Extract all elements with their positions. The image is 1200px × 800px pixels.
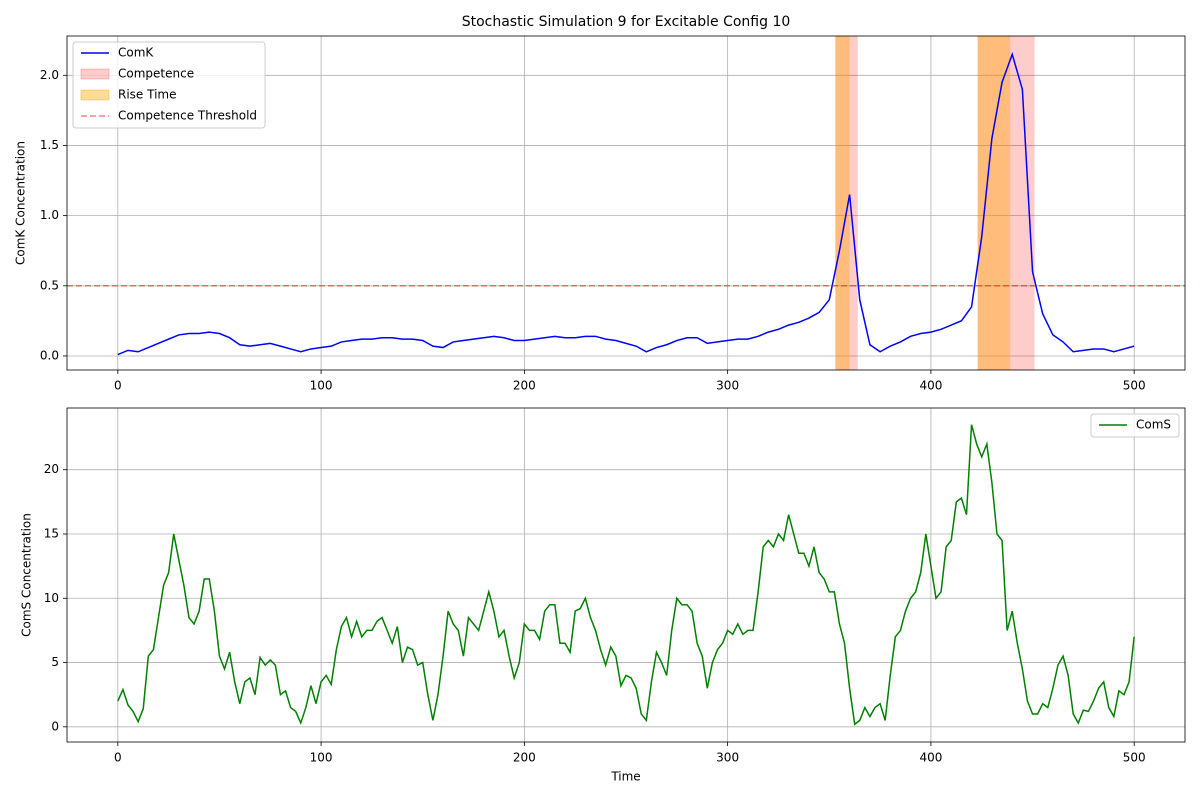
legend-box xyxy=(72,41,266,129)
data-line xyxy=(117,424,1135,726)
x-tick-label: 300 xyxy=(716,379,739,393)
span xyxy=(977,36,1011,370)
axes: 0 100 200 300 400 500 0.0 0.5 1.0 1.5 2.0 ComK Compe… xyxy=(40,35,1186,393)
legend-swatch xyxy=(80,89,110,101)
x-tick-label: 200 xyxy=(513,751,536,765)
y-tick-label: 5 xyxy=(51,655,59,669)
chart-title: Stochastic Simulation 9 for Excitable Co… xyxy=(462,14,791,30)
axes-frame xyxy=(66,35,1186,371)
span xyxy=(977,36,1035,370)
y-tick-label: 10 xyxy=(44,591,59,605)
x-tick-label: 0 xyxy=(114,751,122,765)
x-tick-label: 200 xyxy=(513,379,536,393)
legend: ComS xyxy=(1090,413,1180,438)
y-tick-label: 0.5 xyxy=(40,278,59,292)
data-line xyxy=(117,51,1135,356)
x-tick-label: 0 xyxy=(114,379,122,393)
x-tick-label: 400 xyxy=(919,379,942,393)
x-axis-label: Time xyxy=(610,770,640,784)
legend: ComK Competence Rise Time Competence Thresh… xyxy=(72,41,266,129)
axes-frame xyxy=(66,407,1186,743)
legend-swatch xyxy=(80,68,110,80)
y-axis-label: ComK Concentration xyxy=(14,141,28,265)
y-tick-label: 1.0 xyxy=(40,208,59,222)
y-axis-label: ComS Concentration xyxy=(20,513,34,637)
axes: 0 100 200 300 400 500 0 5 10 15 20 ComS xyxy=(44,407,1186,765)
y-tick-label: 1.5 xyxy=(40,138,59,152)
x-tick-label: 500 xyxy=(1123,379,1146,393)
y-tick-label: 15 xyxy=(44,526,59,540)
x-tick-label: 400 xyxy=(919,751,942,765)
x-tick-label: 100 xyxy=(310,379,333,393)
y-tick-label: 2.0 xyxy=(40,68,59,82)
legend-label: Competence Threshold xyxy=(118,109,257,123)
legend-label: Rise Time xyxy=(118,88,177,102)
legend-label: Competence xyxy=(118,67,194,81)
legend-box xyxy=(1090,413,1180,438)
x-tick-label: 300 xyxy=(716,751,739,765)
x-tick-label: 500 xyxy=(1123,751,1146,765)
x-tick-label: 100 xyxy=(310,751,333,765)
y-tick-label: 0.0 xyxy=(40,348,59,362)
legend-label: ComK xyxy=(118,46,154,60)
y-tick-label: 20 xyxy=(44,462,59,476)
legend-label: ComS xyxy=(1136,418,1171,432)
y-tick-label: 0 xyxy=(51,719,59,733)
